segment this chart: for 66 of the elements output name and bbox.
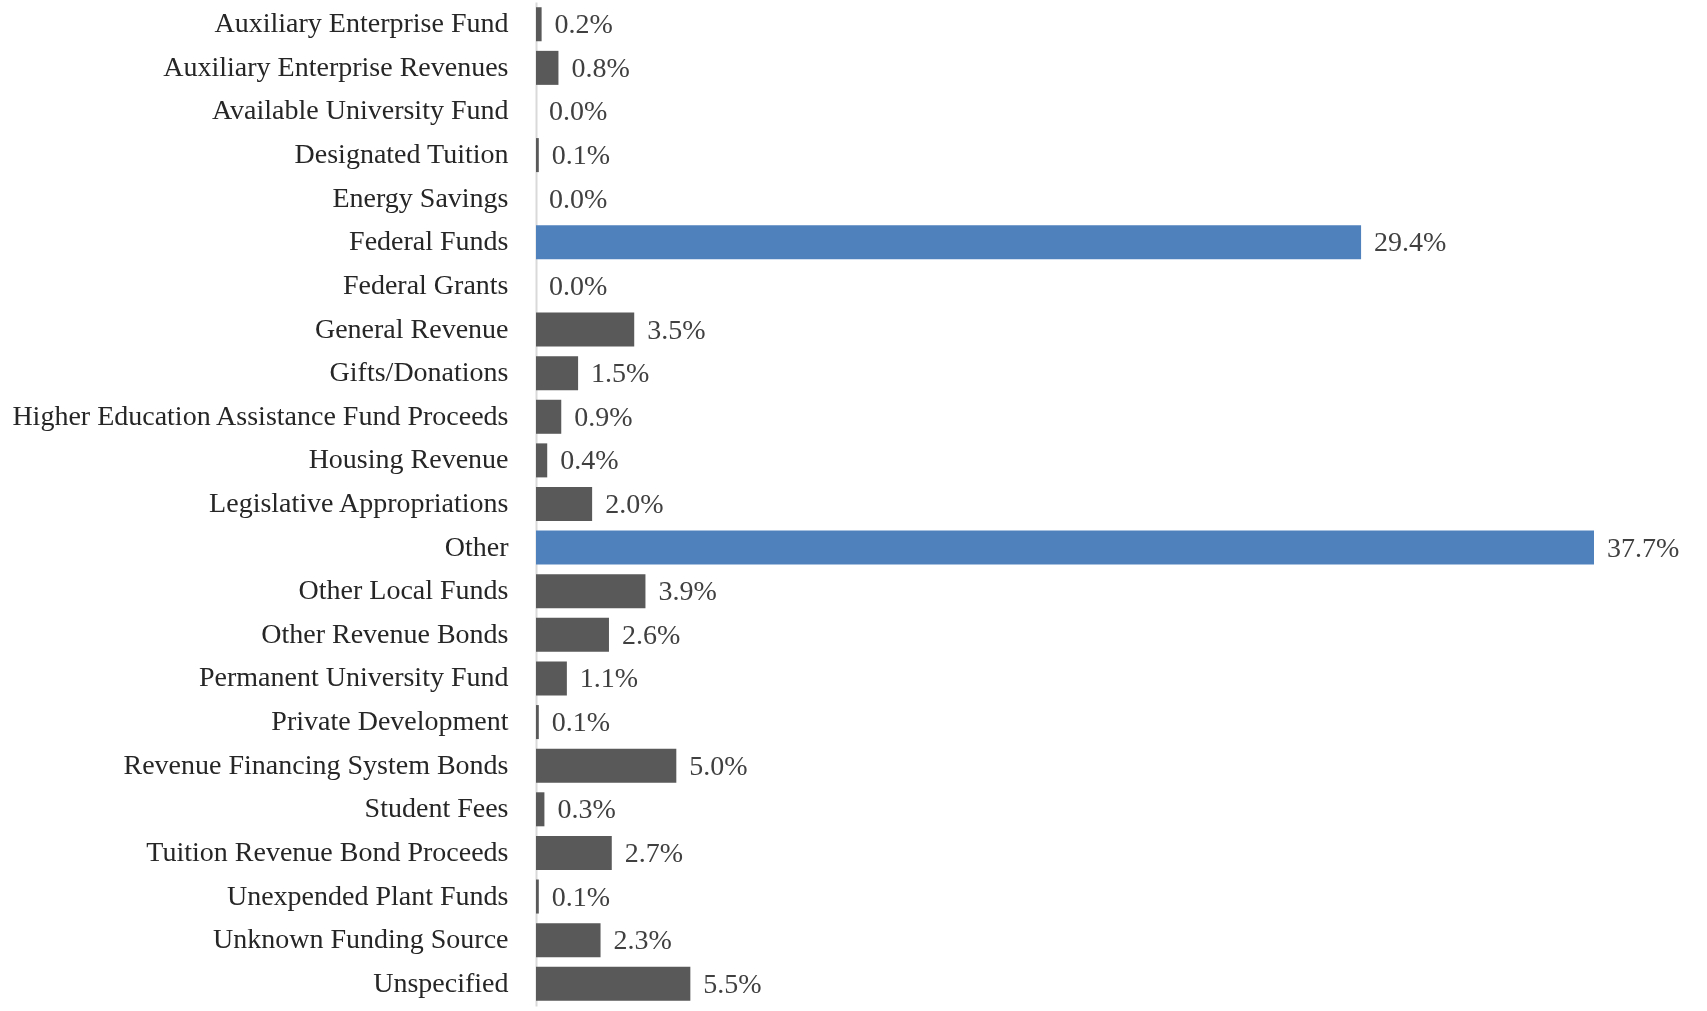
bar (536, 399, 562, 434)
data-label: 0.8% (571, 51, 630, 83)
bar (536, 748, 677, 783)
bar (536, 138, 539, 173)
bar (536, 486, 593, 522)
bar (536, 705, 539, 740)
y-tick-label: Auxiliary Enterprise Revenues (163, 50, 509, 82)
data-label: 0.0% (549, 269, 608, 301)
data-label: 2.7% (624, 836, 684, 868)
bar (536, 356, 579, 391)
bar (536, 661, 567, 696)
data-label: 5.0% (689, 749, 748, 781)
data-label: 0.9% (574, 400, 633, 432)
y-tick-label: Housing Revenue (308, 443, 509, 475)
bar (536, 50, 559, 85)
y-tick-label: Unknown Funding Source (212, 923, 509, 955)
data-label: 0.1% (551, 880, 611, 912)
data-label: 37.7% (1607, 531, 1680, 563)
y-tick-label: Legislative Appropriations (209, 487, 509, 518)
y-tick-label: Student Fees (364, 792, 509, 824)
data-label: 0.1% (551, 706, 611, 738)
bar (536, 7, 542, 42)
y-tick-label: Unspecified (373, 966, 509, 998)
data-label: 0.1% (551, 139, 611, 171)
bar (536, 312, 635, 347)
bar (536, 574, 646, 609)
y-tick-label: Available University Fund (211, 94, 509, 126)
y-tick-label: Tuition Revenue Bond Proceeds (146, 835, 509, 867)
y-tick-label: Federal Grants (342, 268, 509, 300)
bar (536, 443, 548, 478)
bar (536, 617, 609, 652)
y-tick-label: Permanent University Fund (198, 661, 509, 693)
bar (536, 966, 691, 1001)
y-tick-label: Unexpended Plant Funds (226, 879, 509, 911)
y-tick-label: Private Development (271, 705, 509, 737)
y-tick-label: General Revenue (314, 312, 509, 344)
bar (536, 225, 1362, 260)
bar (536, 530, 1594, 565)
y-tick-label: Designated Tuition (294, 138, 509, 170)
data-label: 1.5% (591, 357, 650, 389)
bar (536, 923, 601, 958)
data-label: 29.4% (1374, 226, 1447, 258)
y-tick-label: Revenue Financing System Bonds (123, 748, 509, 780)
y-tick-label: Other Revenue Bonds (261, 617, 509, 649)
y-tick-label: Gifts/Donations (329, 356, 509, 388)
data-label: 0.3% (557, 793, 616, 825)
data-label: 2.6% (621, 618, 681, 650)
y-tick-label: Federal Funds (349, 225, 509, 257)
data-label: 0.0% (549, 182, 608, 214)
data-label: 2.0% (605, 488, 664, 519)
y-tick-label: Energy Savings (332, 181, 509, 213)
data-label: 0.4% (560, 444, 619, 476)
bar (536, 835, 612, 870)
data-label: 0.0% (549, 95, 608, 127)
data-label: 1.1% (579, 662, 639, 694)
y-tick-label: Auxiliary Enterprise Fund (214, 7, 509, 39)
data-label: 0.2% (554, 8, 613, 40)
y-tick-label: Higher Education Assistance Fund Proceeds (12, 399, 509, 431)
data-label: 2.3% (613, 924, 672, 956)
data-label: 3.9% (658, 575, 717, 607)
data-label: 5.5% (703, 967, 762, 999)
data-label: 3.5% (647, 313, 706, 345)
y-tick-label: Other (444, 530, 510, 562)
y-tick-label: Other Local Funds (298, 574, 509, 606)
bar (536, 792, 545, 827)
bar (536, 879, 539, 914)
